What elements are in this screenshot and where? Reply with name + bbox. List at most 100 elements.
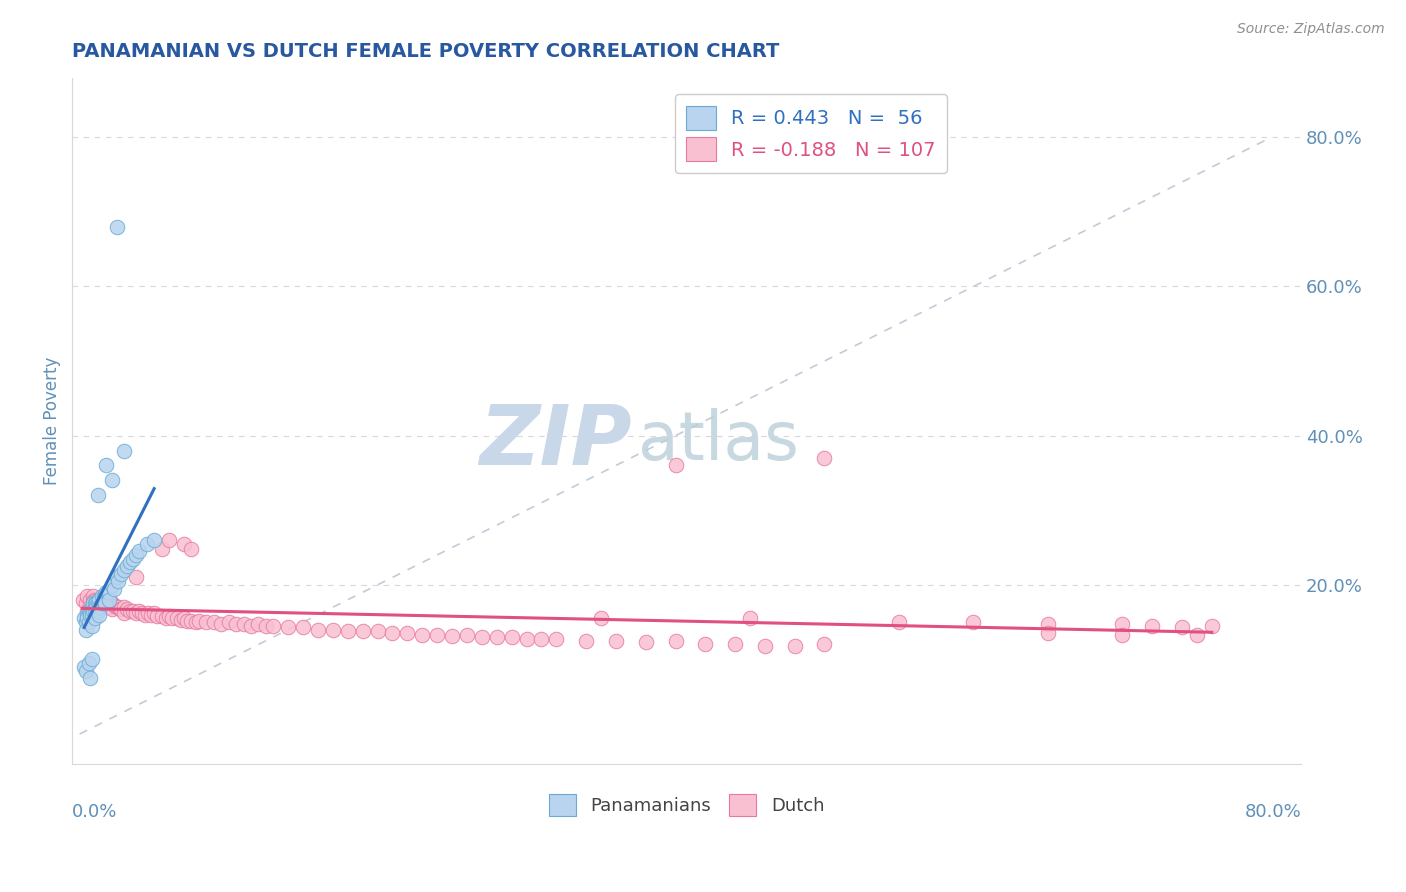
Point [90,594,112,608]
Point [367,624,389,638]
Point [75,597,97,611]
Point [110,566,132,581]
Point [485,630,508,644]
Point [107,600,129,615]
Point [664,633,686,648]
Point [73,611,96,625]
Point [90,600,112,615]
Point [75,664,97,678]
Point [157,533,180,547]
Point [91,597,114,611]
Point [96,594,118,608]
Point [1111,616,1133,631]
Point [84,600,107,615]
Point [125,548,148,562]
Point [105,570,128,584]
Point [150,541,173,556]
Point [173,611,195,625]
Point [76,611,98,625]
Point [471,630,494,644]
Point [1140,619,1163,633]
Point [101,578,124,592]
Point [783,639,806,653]
Point [136,606,159,620]
Point [97,597,120,611]
Point [91,589,114,603]
Point [98,585,121,599]
Point [83,611,105,625]
Point [86,599,108,613]
Point [232,616,254,631]
Point [195,615,218,629]
Point [86,597,108,611]
Point [173,537,195,551]
Point [1201,619,1223,633]
Point [110,601,132,615]
Point [82,604,104,618]
Point [166,611,188,625]
Point [396,626,419,640]
Text: ZIP: ZIP [479,401,631,482]
Point [184,615,207,629]
Point [128,604,150,618]
Point [76,589,98,603]
Point [277,620,299,634]
Point [176,614,198,628]
Point [96,585,118,599]
Point [80,600,103,615]
Point [125,606,148,620]
Point [254,619,277,633]
Point [634,635,657,649]
Point [322,623,344,637]
Point [135,537,157,551]
Point [83,597,105,611]
Point [91,594,114,608]
Point [72,592,94,607]
Text: 80.0%: 80.0% [1244,803,1301,821]
Point [105,600,128,615]
Point [157,609,180,624]
Point [112,443,135,458]
Point [122,551,145,566]
Point [336,624,359,638]
Point [307,623,329,637]
Point [105,219,128,234]
Point [76,607,98,622]
Point [101,601,124,615]
Point [86,604,108,618]
Text: 0.0%: 0.0% [72,803,118,821]
Point [79,607,101,622]
Point [83,592,105,607]
Point [724,638,747,652]
Point [813,450,835,465]
Point [77,656,100,670]
Point [143,606,166,620]
Point [170,613,193,627]
Point [80,619,103,633]
Point [120,556,142,570]
Point [112,600,135,615]
Point [530,632,553,646]
Point [107,574,129,588]
Point [426,628,449,642]
Point [155,610,177,624]
Point [128,544,150,558]
Point [79,604,101,618]
Point [187,614,209,628]
Point [125,570,148,584]
Point [605,633,627,648]
Point [112,606,135,620]
Point [94,597,117,611]
Point [589,611,612,625]
Point [225,616,247,631]
Point [117,559,139,574]
Point [98,592,121,607]
Point [180,541,202,556]
Point [97,585,120,599]
Point [456,628,478,642]
Text: Source: ZipAtlas.com: Source: ZipAtlas.com [1237,22,1385,37]
Point [411,628,433,642]
Text: PANAMANIAN VS DUTCH FEMALE POVERTY CORRELATION CHART: PANAMANIAN VS DUTCH FEMALE POVERTY CORRE… [72,42,779,61]
Point [131,606,153,620]
Point [160,611,183,625]
